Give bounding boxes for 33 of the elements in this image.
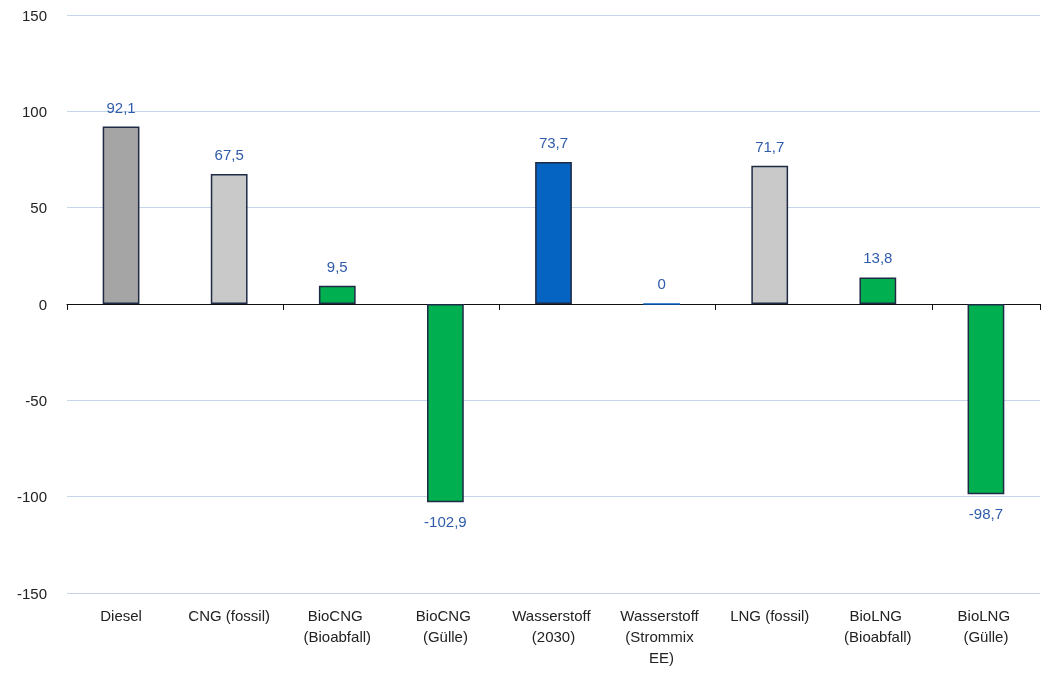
data-label: 13,8 — [863, 249, 893, 267]
y-tick-label: -100 — [16, 488, 47, 506]
x-tick-label: BioLNG (Bioabfall) — [844, 607, 912, 645]
data-label: -102,9 — [424, 513, 467, 531]
x-tick-label: LNG (fossil) — [730, 607, 810, 624]
bar — [535, 162, 572, 304]
bar — [751, 165, 789, 304]
y-tick-label: -150 — [16, 584, 47, 602]
x-tick-label: BioLNG (Gülle) — [957, 607, 1015, 645]
x-tick-label: Wasserstoff (Strommix EE) — [620, 607, 703, 666]
y-tick-label: 0 — [38, 295, 47, 313]
data-label: 67,5 — [214, 145, 244, 163]
bar — [427, 304, 464, 503]
y-tick-label: -50 — [25, 391, 47, 409]
bar — [318, 285, 356, 304]
data-label: 9,5 — [326, 257, 348, 275]
x-tick-label: BioCNG (Gülle) — [415, 607, 475, 645]
data-label: 0 — [657, 275, 666, 293]
y-tick-label: 100 — [21, 102, 47, 120]
data-label: 71,7 — [755, 137, 785, 155]
bar — [102, 126, 140, 304]
bar — [859, 277, 897, 304]
x-tick-label: Wasserstoff (2030) — [512, 607, 595, 645]
x-tick-label: CNG (fossil) — [188, 607, 270, 624]
x-tick-label: BioCNG (Bioabfall) — [303, 607, 372, 645]
y-tick-label: 50 — [30, 199, 47, 217]
x-tick-label: Diesel — [100, 607, 142, 624]
bar — [210, 173, 248, 304]
data-label: 92,1 — [106, 98, 136, 116]
data-label: -98,7 — [968, 505, 1004, 523]
y-tick-label: 150 — [21, 6, 47, 24]
bar — [967, 304, 1005, 495]
data-label: 73,7 — [538, 134, 569, 151]
